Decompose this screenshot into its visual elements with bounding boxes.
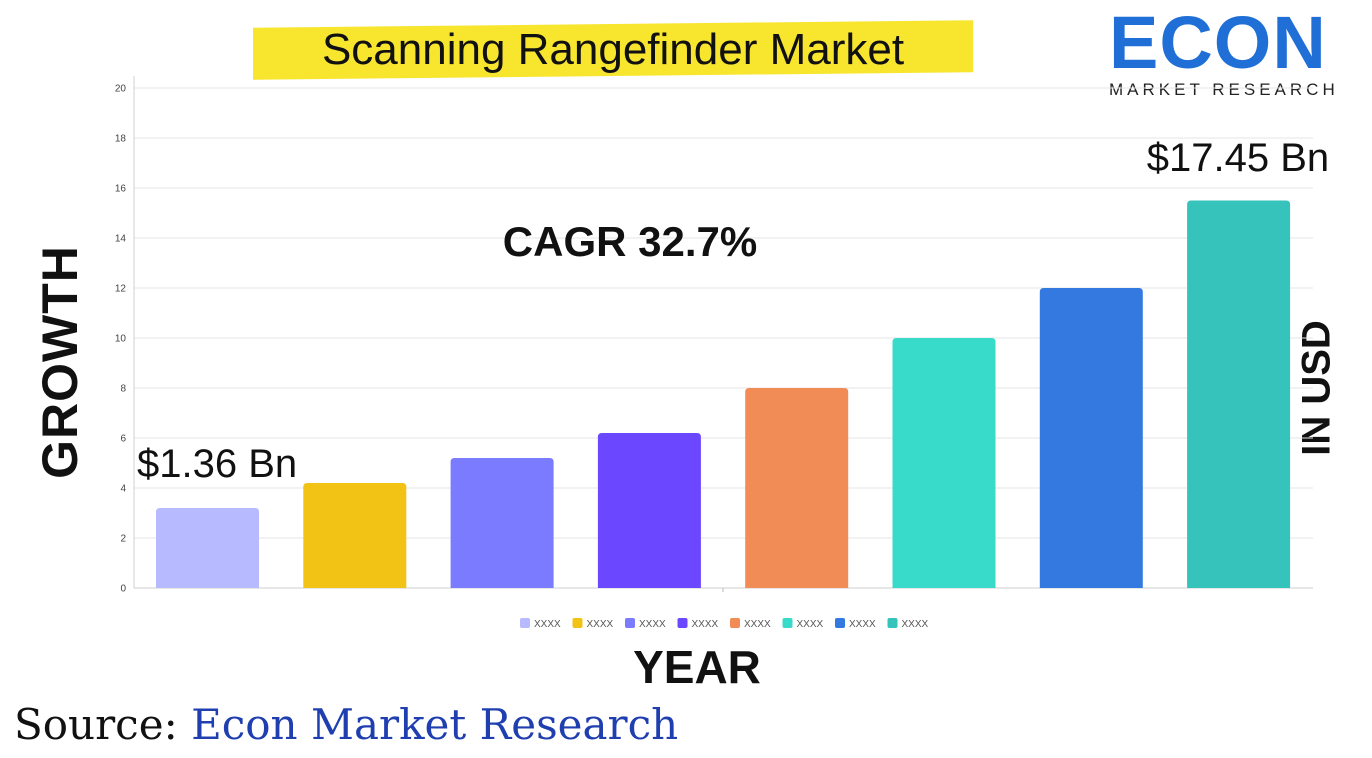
bar — [892, 338, 996, 588]
bar — [597, 433, 701, 588]
legend-swatch — [887, 618, 898, 628]
legend-label: XXXX — [849, 619, 876, 630]
bar — [745, 388, 849, 588]
legend-swatch — [835, 618, 845, 628]
y-tick-label: 18 — [115, 134, 127, 145]
logo-subtitle: MARKET RESEARCH — [1109, 80, 1339, 99]
legend-swatch — [625, 618, 635, 628]
cagr-annotation: CAGR 32.7% — [503, 218, 757, 265]
source-name: Econ Market Research — [191, 700, 679, 749]
y-tick-label: 6 — [120, 434, 126, 445]
bar — [1187, 200, 1291, 588]
source-line: Source: Econ Market Research — [14, 700, 678, 749]
bar-chart: 0 2 4 6 8 10 12 14 16 18 20 XXXX XXXX XXXX XXXX XXXX XXX… — [115, 76, 1329, 630]
legend-swatch — [572, 618, 583, 628]
y-tick-label: 10 — [115, 334, 127, 345]
y-tick-label: 12 — [115, 284, 127, 295]
legend-label: XXXX — [587, 619, 614, 630]
bar — [303, 483, 407, 588]
legend-swatch — [677, 618, 688, 628]
logo-wordmark: ECON — [1109, 1, 1327, 84]
y-tick-label: 14 — [115, 234, 127, 245]
y-tick-label: 0 — [120, 584, 126, 595]
y-tick-label: 20 — [115, 84, 127, 95]
legend-label: XXXX — [692, 619, 719, 630]
start-value-annotation: $1.36 Bn — [137, 442, 297, 486]
source-label: Source: — [14, 700, 178, 749]
title-banner: Scanning Rangefinder Market — [253, 18, 973, 80]
x-axis-title: YEAR — [633, 641, 761, 693]
legend-swatch — [782, 618, 793, 628]
legend-label: XXXX — [639, 619, 666, 630]
legend-label: XXXX — [797, 619, 824, 630]
brand-logo: ECON MARKET RESEARCH — [1105, 1, 1365, 102]
legend-swatch — [730, 618, 740, 628]
legend-label: XXXX — [534, 619, 561, 630]
y-tick-label: 16 — [115, 184, 127, 195]
end-value-annotation: $17.45 Bn — [1147, 136, 1329, 180]
bar — [450, 458, 554, 588]
bar — [1039, 288, 1143, 588]
legend-label: XXXX — [744, 619, 771, 630]
y-tick-label: 8 — [120, 384, 126, 395]
chart-title: Scanning Rangefinder Market — [321, 25, 905, 74]
bar — [156, 508, 259, 588]
legend-label: XXXX — [902, 619, 929, 630]
y-tick-label: 4 — [120, 484, 126, 495]
y-tick-label: 2 — [120, 534, 126, 545]
legend-swatch — [520, 618, 530, 628]
